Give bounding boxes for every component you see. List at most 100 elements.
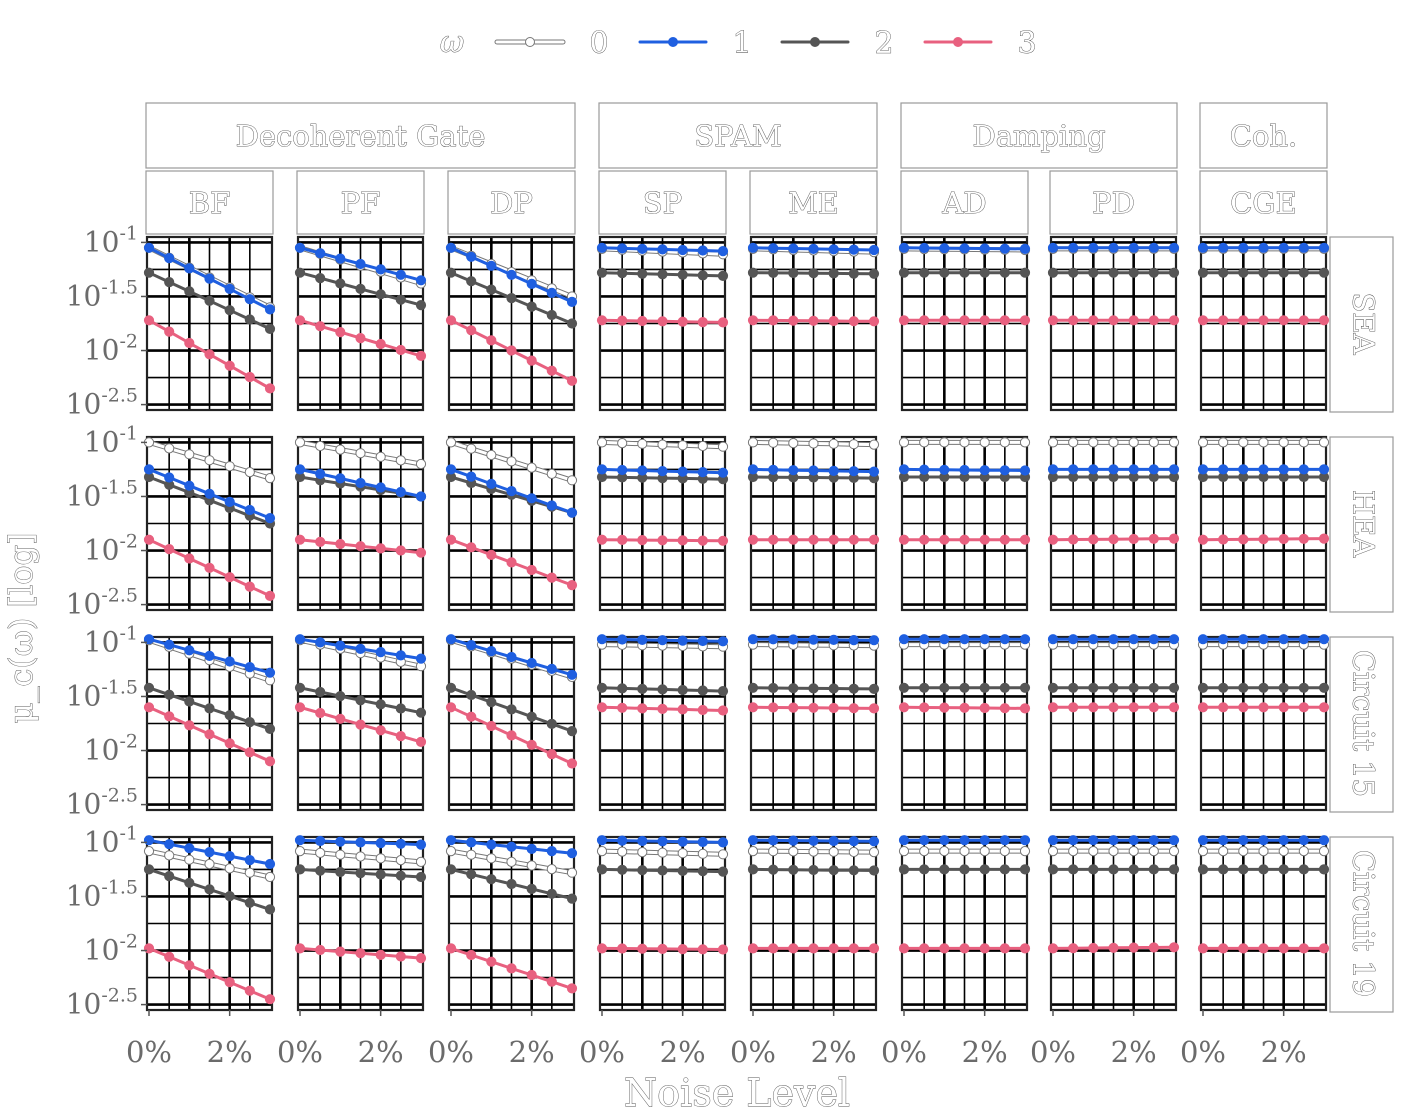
data-point [617, 438, 628, 449]
data-point [1298, 315, 1309, 326]
panel-circuit-19-cge [1197, 835, 1330, 1012]
data-point [1218, 634, 1229, 645]
data-point [355, 719, 366, 730]
data-point [224, 305, 235, 316]
data-point [808, 438, 819, 449]
data-point [415, 491, 427, 502]
y-axis-title: μ_c(ω) [log] [2, 533, 40, 724]
data-point [375, 264, 386, 275]
data-point [768, 682, 779, 694]
panel-hea-dp [445, 435, 578, 612]
data-point [1088, 682, 1099, 693]
data-point [959, 835, 970, 846]
panel-frame [145, 835, 274, 1012]
data-point [526, 462, 537, 473]
series-1 [747, 242, 880, 256]
data-point [445, 315, 457, 326]
data-point [1128, 315, 1139, 326]
data-point [1148, 846, 1159, 857]
data-point [375, 699, 386, 710]
data-point [1047, 315, 1059, 326]
data-point [717, 705, 729, 716]
data-point [596, 846, 608, 857]
data-point [919, 534, 930, 545]
row-strip-label: Circuit 19 [1347, 850, 1381, 997]
series-2 [1047, 267, 1180, 278]
data-point [466, 711, 477, 722]
series-1 [898, 835, 1031, 846]
column-group-strips: Decoherent Gate SPAM Damping Coh. [145, 102, 1328, 169]
data-point [526, 301, 537, 312]
data-point [164, 544, 175, 555]
data-point [768, 267, 779, 278]
data-point [1168, 634, 1180, 645]
data-point [1168, 682, 1180, 693]
data-point [204, 703, 215, 714]
data-point [315, 536, 326, 548]
data-point [546, 663, 557, 675]
data-point [1148, 942, 1159, 953]
data-point [788, 438, 799, 449]
legend-marker [810, 37, 820, 47]
data-point [999, 243, 1010, 254]
data-point [486, 449, 497, 461]
data-point [979, 702, 990, 714]
data-point [868, 865, 880, 876]
panel-hea-me [747, 435, 880, 612]
column-strip-ad: AD [900, 170, 1029, 235]
data-point [1128, 464, 1139, 475]
data-point [747, 534, 759, 545]
series-2 [898, 682, 1031, 693]
column-strip-box [145, 170, 274, 235]
data-point [445, 835, 457, 846]
data-point [486, 478, 497, 489]
data-point [1298, 267, 1309, 278]
data-point [566, 475, 578, 486]
series-0 [1047, 437, 1180, 448]
data-point [506, 878, 517, 890]
data-point [1218, 534, 1229, 545]
data-point [898, 242, 910, 253]
group-strip-damping: Damping [900, 102, 1178, 169]
data-point [1148, 315, 1159, 326]
data-point [868, 534, 880, 545]
data-point [264, 723, 276, 735]
data-point [335, 473, 346, 484]
data-point [677, 244, 688, 256]
series-2 [1197, 864, 1330, 875]
x-tick-label: 0% [730, 1035, 776, 1069]
data-point [1148, 682, 1159, 693]
data-point [1068, 702, 1079, 713]
data-point [959, 634, 970, 645]
data-point [828, 268, 839, 279]
data-point [1108, 846, 1119, 857]
data-point [808, 243, 819, 254]
data-point [788, 243, 799, 254]
data-point [1298, 702, 1309, 713]
data-point [355, 948, 366, 959]
data-point [1088, 702, 1099, 713]
data-point [1197, 534, 1209, 545]
data-point [959, 315, 970, 326]
data-point [596, 437, 608, 448]
data-point [415, 707, 427, 718]
column-strip-label: SP [643, 186, 682, 220]
data-point [335, 327, 346, 338]
data-point [315, 944, 326, 956]
data-point [596, 864, 608, 875]
data-point [919, 682, 930, 693]
data-point [1278, 267, 1289, 278]
data-point [294, 464, 306, 475]
data-point [264, 383, 276, 394]
data-point [1068, 464, 1079, 475]
data-point [486, 646, 497, 657]
data-point [848, 316, 859, 327]
data-point [1088, 534, 1099, 545]
data-point [445, 846, 457, 857]
data-point [979, 846, 990, 857]
data-point [868, 244, 880, 256]
data-point [828, 438, 839, 449]
column-strip-box [598, 170, 727, 235]
data-point [1168, 315, 1180, 326]
data-point [717, 467, 729, 478]
